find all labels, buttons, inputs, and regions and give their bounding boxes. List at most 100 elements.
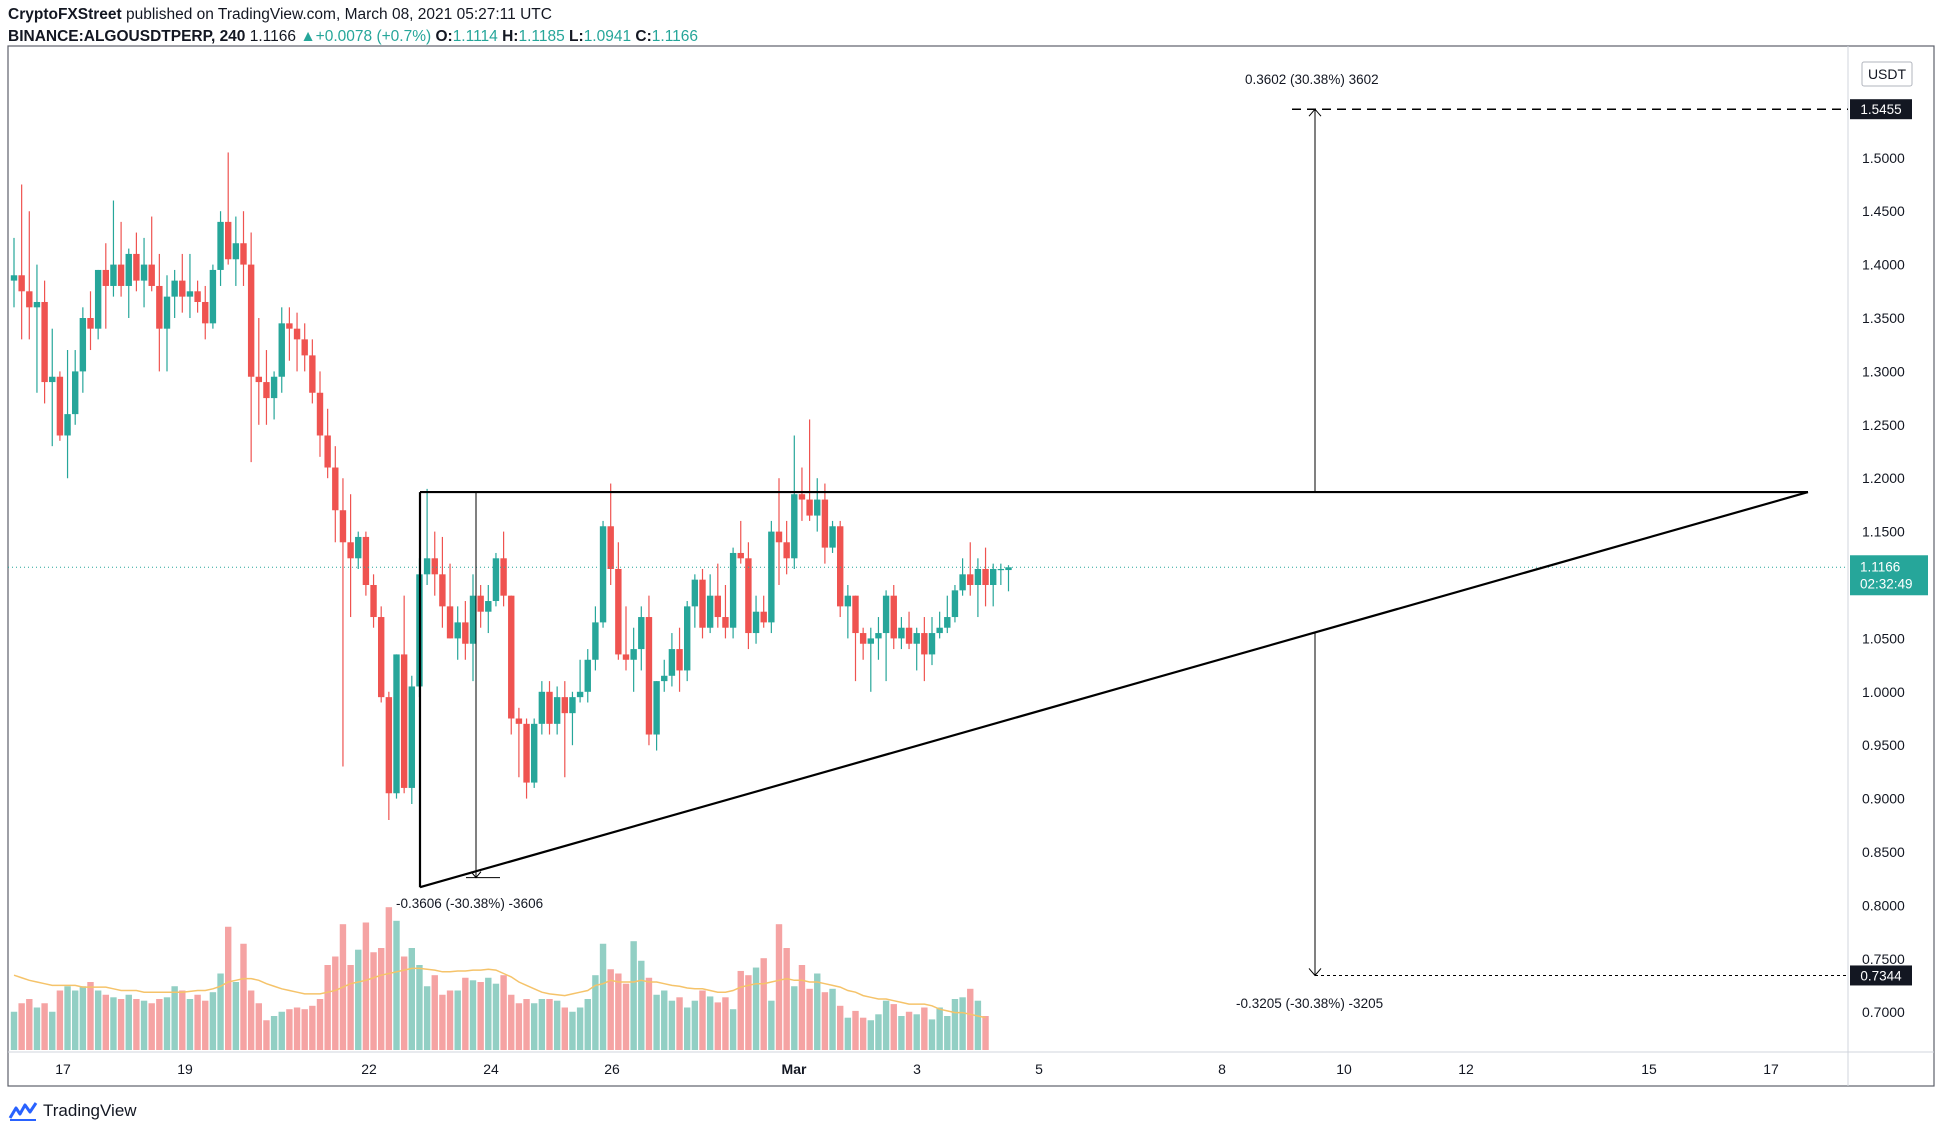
volume-bar [492,983,500,1050]
candle-body [332,467,339,511]
volume-bar [462,977,469,1050]
candle-body [798,494,806,500]
candle-body [110,264,117,286]
candle-body [699,579,706,628]
volume-bar [638,960,645,1050]
volume-bar [584,999,591,1050]
time-tick-label: 8 [1218,1061,1226,1077]
time-tick-label: 17 [1763,1061,1779,1077]
candle-body [117,264,125,286]
volume-bar [768,1000,775,1050]
candle-body [431,558,438,575]
volume-bar [837,1005,844,1050]
volume-bar [882,1000,890,1050]
candle-body [691,579,699,607]
candle-body [64,414,71,436]
candle-body [500,558,507,596]
volume-bar [378,948,385,1050]
candle-body [905,627,913,644]
candle-body [752,611,760,634]
candle-body [852,595,859,634]
volume-bar [370,952,377,1050]
target-up-price-label: 1.5455 [1860,102,1901,117]
candle-body [684,606,691,671]
candle-body [867,638,874,644]
volume-bar [240,943,247,1050]
publication-line: CryptoFXStreet published on TradingView.… [8,6,552,24]
candle-body [339,510,347,543]
candle-body [240,243,247,265]
volume-bar [41,1003,48,1050]
volume-bar [431,975,438,1050]
candle-body [913,633,920,644]
candle-body [148,264,155,286]
candle-body [439,574,446,607]
volume-bar [806,988,813,1050]
price-tick-label: 0.7500 [1862,951,1905,967]
volume-bar [347,965,354,1050]
time-tick-label: Mar [782,1061,807,1077]
volume-bar [798,965,806,1050]
candle-body [209,269,217,324]
candle-body [26,291,33,308]
candle-body [94,269,102,329]
volume-bar [163,997,171,1050]
target-up-measure-label: 0.3602 (30.38%) 3602 [1245,72,1379,87]
candle-body [18,275,25,292]
close-value: 1.1166 [651,28,699,45]
volume-bar [867,1020,874,1050]
candle-body [546,691,553,724]
volume-bar [599,943,607,1050]
current-price-label: 1.1166 [1860,559,1900,574]
volume-bar [729,1009,737,1050]
volume-bar [515,1003,523,1050]
volume-bar [64,986,71,1050]
candle-body [378,617,385,698]
volume-bar [286,1009,293,1050]
candle-body [194,291,201,302]
symbol-name[interactable]: BINANCE:ALGOUSDTPERP, 240 [8,28,246,45]
candle-body [882,595,890,634]
volume-bar [439,994,446,1050]
volume-bar [94,990,102,1050]
volume-bar [18,1003,25,1050]
candle-body [1005,567,1012,571]
candle-body [653,681,660,735]
volume-bar [752,967,760,1050]
candle-body [599,526,607,623]
volume-bar [653,994,660,1050]
volume-bar [79,986,87,1050]
volume-bar [362,922,370,1050]
candle-body [898,627,905,639]
volume-bar [477,982,484,1050]
candle-body [408,686,415,788]
price-tick-label: 0.9000 [1862,791,1905,807]
volume-bar [278,1011,285,1050]
volume-bar [814,973,821,1050]
candle-body [990,568,997,585]
price-tick-label: 1.2500 [1862,417,1905,433]
price-tick-label: 0.8500 [1862,844,1905,860]
target-down-measure: -0.3205 (-30.38%) -3205 0.7344 [1236,633,1912,1011]
time-tick-label: 22 [361,1061,377,1077]
candle-body [247,264,255,377]
change-value: ▲+0.0078 (+0.7%) [300,28,431,45]
tradingview-footer[interactable]: TradingView [8,1100,137,1122]
volume-bar [607,969,614,1050]
volume-bars [10,907,989,1050]
volume-bar [684,1007,691,1050]
candle-body [263,382,270,399]
candle-body [531,723,538,783]
volume-bar [26,999,33,1050]
target-up-badge [1850,99,1912,120]
candle-body [102,269,109,286]
candle-body [783,542,790,559]
volume-bar [263,1020,270,1050]
time-tick-label: 5 [1035,1061,1043,1077]
volume-bar [33,1007,41,1050]
target-up-measure: 0.3602 (30.38%) 3602 1.5455 [1245,72,1912,493]
publisher-name[interactable]: CryptoFXStreet [8,6,122,23]
volume-bar [791,986,798,1050]
volume-bar [148,1003,155,1050]
